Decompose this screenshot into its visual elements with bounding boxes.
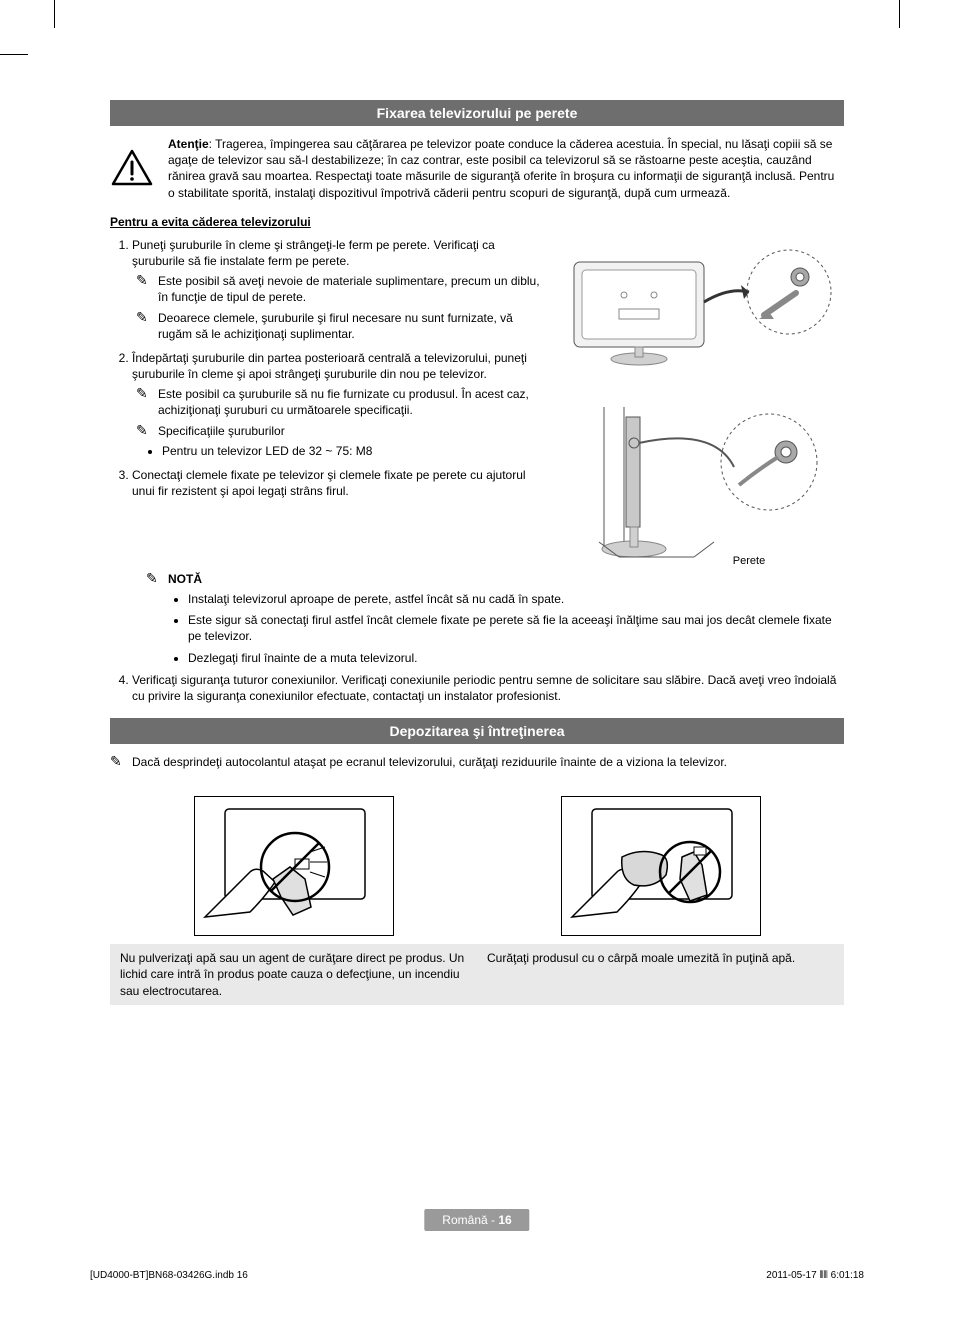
figure-tv-tether-wall: [564, 397, 844, 567]
note-icon: ✎: [146, 571, 162, 586]
care-img-right-cell: [477, 788, 844, 944]
note-icon: ✎: [110, 754, 126, 770]
note-icon: ✎: [136, 386, 152, 401]
figure-column: Perete: [564, 237, 844, 567]
footer-lang: Română -: [442, 1213, 498, 1227]
step-2-text: Îndepărtaţi şuruburile din partea poster…: [132, 351, 527, 381]
figure-tv-wall-screw: [564, 237, 844, 387]
step-2-note-1-text: Este posibil ca şuruburile să nu fie fur…: [158, 386, 544, 418]
care-note-text: Dacă desprindeţi autocolantul ataşat pe …: [132, 754, 727, 770]
note-icon: ✎: [136, 273, 152, 288]
crop-marks: [0, 0, 954, 50]
step-2: Îndepărtaţi şuruburile din partea poster…: [132, 350, 544, 459]
step-1-note-1: ✎ Este posibil să aveţi nevoie de materi…: [136, 273, 544, 305]
footer-page-num: 16: [498, 1213, 511, 1227]
section-header-fixing: Fixarea televizorului pe perete: [110, 100, 844, 126]
step-1-note-2: ✎ Deoarece clemele, şuruburile şi firul …: [136, 310, 544, 342]
step-1-text: Puneţi şuruburile în cleme şi strângeţi-…: [132, 238, 495, 268]
step-1-note-1-text: Este posibil să aveţi nevoie de material…: [158, 273, 544, 305]
nota-b3: Dezlegaţi firul înainte de a muta televi…: [188, 650, 844, 666]
care-text-left: Nu pulverizaţi apă sau un agent de curăţ…: [110, 944, 477, 1005]
warning-text: Atenţie: Tragerea, împingerea sau căţăra…: [168, 136, 844, 201]
step-4-list: Verificaţi siguranţa tuturor conexiunilo…: [110, 672, 844, 704]
print-footer-left: [UD4000-BT]BN68-03426G.indb 16: [90, 1270, 248, 1281]
perete-label: Perete: [733, 555, 765, 567]
step-2-note-1: ✎ Este posibil ca şuruburile să nu fie f…: [136, 386, 544, 418]
section-header-care: Depozitarea şi întreţinerea: [110, 718, 844, 744]
step-1: Puneţi şuruburile în cleme şi strângeţi-…: [132, 237, 544, 342]
warning-block: Atenţie: Tragerea, împingerea sau căţăra…: [110, 136, 844, 201]
nota-b2: Este sigur să conectaţi firul astfel înc…: [188, 612, 844, 644]
note-icon: ✎: [136, 310, 152, 325]
content-row: Puneţi şuruburile în cleme şi strângeţi-…: [110, 237, 844, 567]
page-footer: Română - 16: [424, 1209, 529, 1231]
care-img-left-cell: [110, 788, 477, 944]
step-2-bullets: Pentru un televizor LED de 32 ~ 75: M8: [132, 443, 544, 459]
step-2-note-2-text: Specificaţiile şuruburilor: [158, 423, 285, 439]
caution-icon: [110, 136, 154, 201]
care-table: Nu pulverizaţi apă sau un agent de curăţ…: [110, 788, 844, 1005]
nota-line: ✎ NOTĂ: [146, 571, 844, 587]
step-4: Verificaţi siguranţa tuturor conexiunilo…: [132, 672, 844, 704]
care-text-right: Curăţaţi produsul cu o cârpă moale umezi…: [477, 944, 844, 1005]
warning-body: : Tragerea, împingerea sau căţărarea pe …: [168, 137, 834, 200]
care-note: ✎ Dacă desprindeţi autocolantul ataşat p…: [110, 754, 844, 770]
subheading-avoid-fall: Pentru a evita căderea televizorului: [110, 215, 844, 229]
print-footer-right: 2011-05-17 ⫴⫴ 6:01:18: [766, 1270, 864, 1281]
nota-bullets: Instalaţi televizorul aproape de perete,…: [132, 591, 844, 666]
figure-do-not-spray: [194, 796, 394, 936]
step-3: Conectaţi clemele fixate pe televizor şi…: [132, 467, 544, 499]
steps-list: Puneţi şuruburile în cleme şi strângeţi-…: [110, 237, 544, 500]
nota-label: NOTĂ: [168, 571, 202, 587]
nota-b1: Instalaţi televizorul aproape de perete,…: [188, 591, 844, 607]
figure-wipe-cloth: [561, 796, 761, 936]
note-icon: ✎: [136, 423, 152, 438]
page-content: Fixarea televizorului pe perete Atenţie:…: [110, 100, 844, 1005]
step-4-text: Verificaţi siguranţa tuturor conexiunilo…: [132, 673, 836, 703]
step-3-text: Conectaţi clemele fixate pe televizor şi…: [132, 468, 526, 498]
warning-prefix: Atenţie: [168, 137, 209, 151]
step-2-note-2: ✎ Specificaţiile şuruburilor: [136, 423, 544, 439]
care-text-row: Nu pulverizaţi apă sau un agent de curăţ…: [110, 944, 844, 1005]
care-img-row: [110, 788, 844, 944]
nota-block: ✎ NOTĂ Instalaţi televizorul aproape de …: [110, 571, 844, 666]
step-2-bullet-1: Pentru un televizor LED de 32 ~ 75: M8: [162, 443, 544, 459]
text-column: Puneţi şuruburile în cleme şi strângeţi-…: [110, 237, 544, 567]
step-1-note-2-text: Deoarece clemele, şuruburile şi firul ne…: [158, 310, 544, 342]
